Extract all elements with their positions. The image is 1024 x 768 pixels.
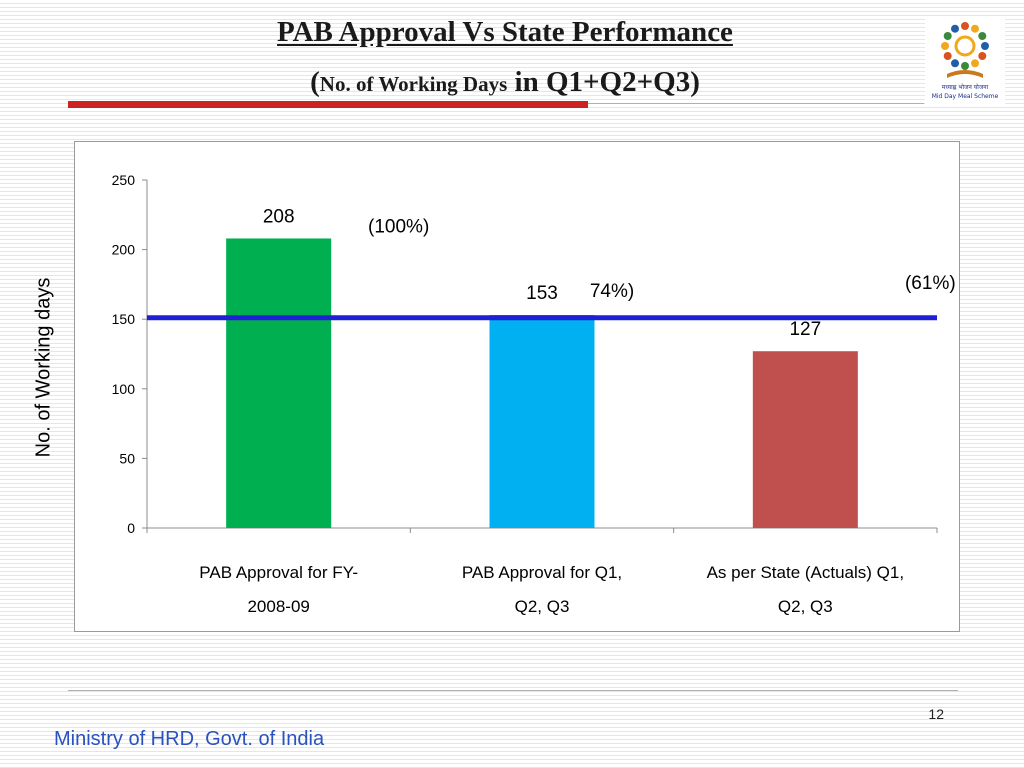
bar-percent-label: (100%) — [368, 216, 429, 237]
logo-figure-icon — [941, 42, 949, 50]
x-category-label: PAB Approval for FY- — [199, 563, 358, 582]
y-tick-label: 250 — [112, 172, 136, 188]
x-category-label: 2008-09 — [247, 597, 309, 616]
slide-title: PAB Approval Vs State Performance — [277, 16, 733, 48]
y-tick-label: 50 — [119, 450, 135, 466]
bar — [226, 238, 332, 528]
bar-percent-label: 74%) — [590, 281, 634, 302]
bar-value-label: 208 — [263, 206, 295, 227]
y-tick-label: 100 — [112, 381, 136, 397]
logo-figure-icon — [951, 59, 959, 68]
y-axis-label: No. of Working days — [32, 277, 55, 458]
logo-caption-hindi: मध्याह्न भोजन योजना — [941, 84, 989, 91]
x-category-label: Q2, Q3 — [778, 597, 833, 616]
slide-subtitle: (No. of Working Days in Q1+Q2+Q3) — [0, 66, 1010, 99]
logo-emblem-icon — [941, 22, 989, 78]
footer-divider — [68, 690, 958, 691]
subtitle-working-days: No. of Working Days — [319, 72, 508, 96]
bar-percent-label: (61%) — [905, 273, 956, 294]
title-accent-bar — [68, 101, 588, 108]
x-category-label: As per State (Actuals) Q1, — [707, 563, 904, 582]
subtitle-quarters: in Q1+Q2+Q3) — [507, 66, 700, 98]
subtitle-open-paren: ( — [310, 66, 320, 98]
logo-figure-icon — [981, 42, 989, 50]
logo-figure-icon — [971, 24, 979, 33]
x-category-label: Q2, Q3 — [515, 597, 570, 616]
title-divider — [588, 103, 924, 104]
footer-text: Ministry of HRD, Govt. of India — [54, 728, 325, 750]
y-tick-label: 150 — [112, 311, 136, 327]
working-days-bar-chart: 0 50 100 150 200 250 208 (100%) PAB Approval fo… — [112, 172, 956, 616]
logo-figure-icon — [951, 24, 959, 33]
x-category-label: PAB Approval for Q1, — [462, 563, 622, 582]
bar — [752, 351, 858, 528]
bar-value-label: 127 — [789, 319, 821, 340]
logo-figure-icon — [978, 52, 987, 60]
logo-figure-icon — [943, 52, 952, 60]
bar — [489, 315, 595, 528]
mid-day-meal-logo: मध्याह्न भोजन योजना Mid Day Meal Scheme — [925, 16, 1005, 104]
logo-figure-icon — [943, 32, 952, 40]
logo-center-icon — [954, 35, 976, 57]
y-tick-label: 0 — [127, 520, 135, 536]
logo-figure-icon — [971, 59, 979, 68]
y-tick-label: 200 — [112, 242, 136, 258]
logo-caption-english: Mid Day Meal Scheme — [931, 93, 999, 100]
logo-figure-icon — [961, 62, 969, 70]
page-number: 12 — [928, 706, 944, 722]
bar-value-label: 153 — [526, 283, 558, 304]
logo-figure-icon — [961, 22, 969, 30]
chart-frame: 0 50 100 150 200 250 208 (100%) PAB Approval fo… — [74, 141, 960, 632]
logo-figure-icon — [978, 32, 987, 40]
